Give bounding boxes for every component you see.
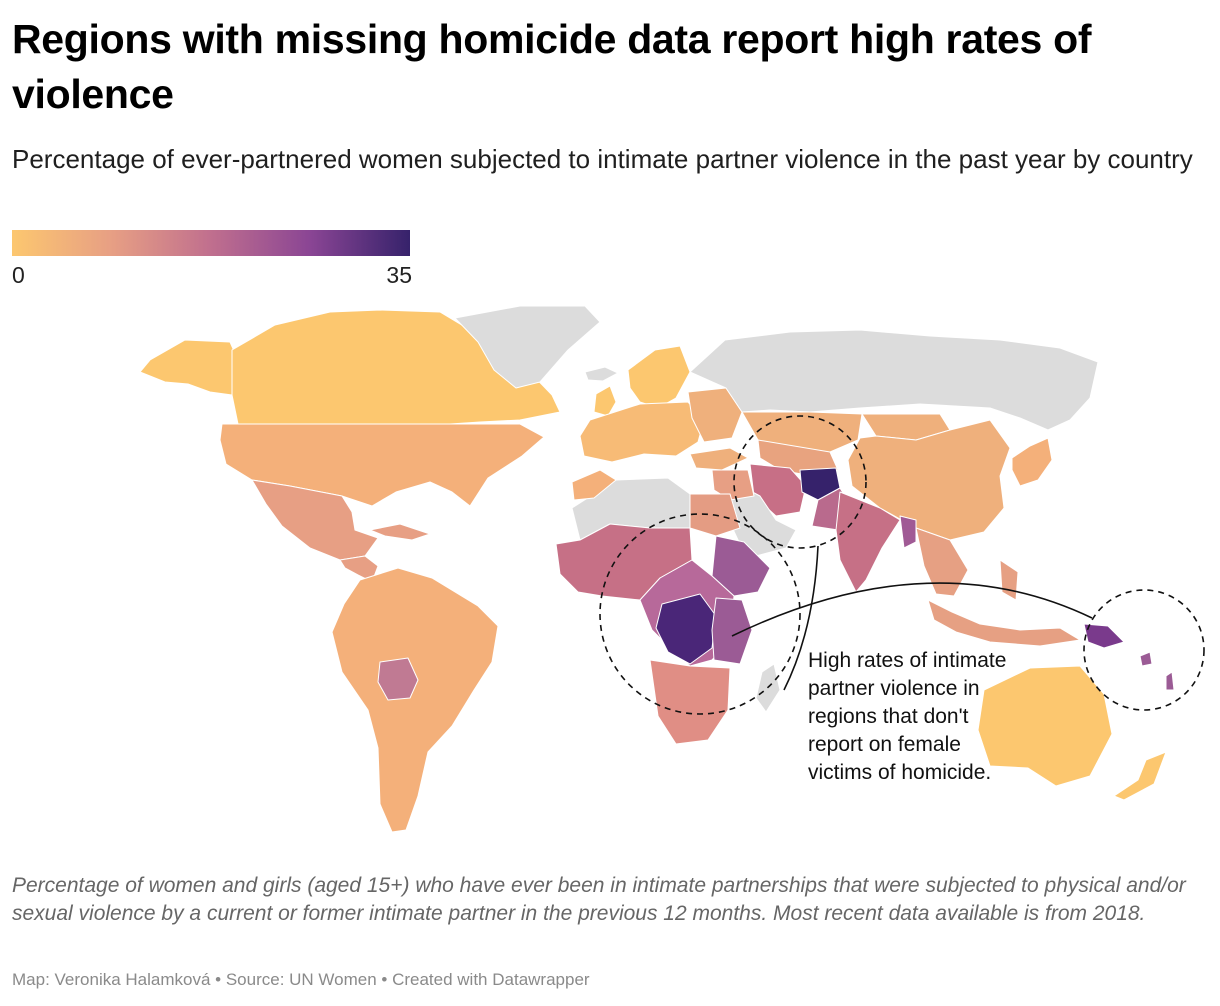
country-russia[interactable] bbox=[689, 329, 1099, 431]
legend-min-label: 0 bbox=[12, 262, 25, 288]
highlight-circle-central-asia bbox=[733, 415, 867, 549]
annotation-line-africa-oceania bbox=[731, 582, 1093, 637]
color-legend: 0 35 bbox=[12, 230, 412, 290]
region-east-africa[interactable] bbox=[711, 597, 753, 665]
country-philippines[interactable] bbox=[999, 559, 1019, 601]
legend-gradient-bar bbox=[12, 230, 410, 256]
country-australia[interactable] bbox=[977, 665, 1113, 787]
country-united-states[interactable] bbox=[219, 423, 545, 507]
region-southeast-asia[interactable] bbox=[915, 527, 969, 597]
country-dr-congo[interactable] bbox=[655, 593, 717, 665]
country-alaska[interactable] bbox=[139, 339, 239, 396]
region-western-europe[interactable] bbox=[579, 401, 705, 463]
world-map bbox=[139, 305, 1205, 833]
region-japan-korea[interactable] bbox=[1011, 437, 1053, 487]
country-new-zealand[interactable] bbox=[1113, 751, 1167, 801]
country-bolivia[interactable] bbox=[377, 657, 419, 701]
chart-title: Regions with missing homicide data repor… bbox=[12, 16, 1092, 117]
region-bangladesh-myanmar[interactable] bbox=[899, 515, 917, 549]
region-united-kingdom[interactable] bbox=[593, 385, 617, 417]
region-greenland[interactable] bbox=[454, 305, 601, 389]
country-china[interactable] bbox=[847, 419, 1011, 541]
map-annotation: High rates of intimate partner violence … bbox=[808, 649, 1007, 784]
chart-footnote: Percentage of women and girls (aged 15+)… bbox=[12, 874, 1186, 925]
chart-credit: Map: Veronika Halamková • Source: UN Wom… bbox=[12, 970, 590, 989]
region-southern-africa[interactable] bbox=[649, 659, 731, 745]
country-india[interactable] bbox=[835, 491, 901, 593]
legend-max-label: 35 bbox=[386, 262, 412, 288]
country-mexico[interactable] bbox=[251, 479, 379, 561]
region-levant[interactable] bbox=[711, 469, 755, 501]
region-south-america[interactable] bbox=[331, 567, 499, 833]
region-scandinavia[interactable] bbox=[627, 345, 691, 409]
chart-subtitle: Percentage of ever-partnered women subje… bbox=[12, 144, 1193, 174]
country-turkey[interactable] bbox=[689, 447, 749, 471]
region-caribbean[interactable] bbox=[369, 523, 431, 541]
country-papua-new-guinea[interactable] bbox=[1083, 623, 1125, 649]
region-pacific-islands[interactable] bbox=[1139, 651, 1175, 691]
annotation-line-asia bbox=[783, 545, 819, 691]
country-morocco[interactable] bbox=[571, 469, 617, 501]
highlight-circle-central-africa bbox=[599, 513, 801, 715]
highlight-circle-oceania bbox=[1083, 589, 1205, 711]
country-iceland[interactable] bbox=[584, 366, 619, 382]
country-indonesia[interactable] bbox=[927, 599, 1081, 647]
